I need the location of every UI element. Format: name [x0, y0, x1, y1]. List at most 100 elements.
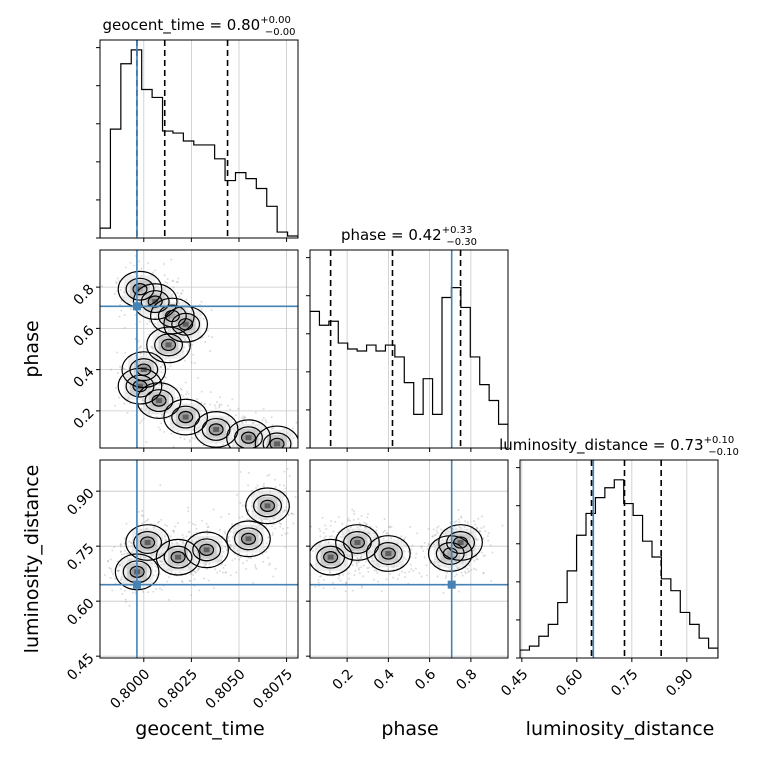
sample-point — [111, 589, 114, 592]
sample-point — [191, 436, 194, 439]
sample-point — [120, 309, 123, 312]
sample-point — [160, 518, 163, 521]
sample-point — [436, 532, 439, 535]
sample-point — [138, 320, 141, 323]
sample-point — [272, 575, 275, 578]
sample-point — [163, 274, 166, 277]
sample-point — [473, 559, 476, 562]
sample-point — [501, 524, 504, 527]
sample-point — [255, 487, 258, 490]
sample-point — [367, 513, 370, 516]
sample-point — [410, 568, 413, 571]
sample-point — [180, 572, 183, 575]
sample-point — [180, 291, 183, 294]
sample-point — [198, 589, 201, 592]
sample-point — [151, 346, 154, 349]
sample-point — [231, 522, 234, 525]
contour-line — [155, 538, 201, 576]
sample-point — [255, 567, 258, 570]
sample-point — [312, 564, 315, 567]
sample-point — [247, 471, 250, 474]
sample-point — [196, 398, 199, 401]
sample-point — [244, 421, 247, 424]
sample-point — [251, 421, 254, 424]
sample-point — [235, 571, 238, 574]
sample-point — [420, 546, 423, 549]
panel-border — [99, 249, 299, 449]
contour-line — [269, 437, 285, 448]
sample-point — [310, 525, 313, 528]
sample-point — [261, 553, 264, 556]
sample-point — [223, 530, 226, 533]
sample-point — [119, 550, 122, 553]
sample-point — [153, 562, 156, 565]
sample-point — [160, 563, 163, 566]
sample-point — [156, 285, 159, 288]
sample-point — [425, 564, 428, 567]
sample-point — [407, 550, 410, 553]
sample-point — [360, 586, 363, 589]
sample-point — [271, 532, 274, 535]
sample-point — [128, 604, 131, 607]
contour-line — [226, 520, 271, 558]
sample-point — [177, 396, 180, 399]
sample-point — [152, 574, 155, 577]
sample-point — [120, 300, 123, 303]
sample-point — [457, 567, 460, 570]
sample-point — [319, 529, 322, 532]
sample-point — [184, 338, 187, 341]
sample-point — [283, 470, 286, 473]
sample-point — [317, 579, 320, 582]
sample-point — [460, 516, 463, 519]
sample-point — [389, 572, 392, 575]
sample-point — [192, 353, 195, 356]
sample-point — [242, 415, 245, 418]
sample-point — [292, 513, 295, 516]
contour-line — [163, 545, 193, 569]
contour-line — [365, 535, 411, 572]
sample-point — [448, 569, 451, 572]
sample-point — [222, 566, 225, 569]
sample-point — [432, 528, 435, 531]
sample-point — [383, 529, 386, 532]
sample-point — [388, 525, 391, 528]
sample-point — [160, 560, 163, 563]
sample-point — [192, 573, 195, 576]
sample-point — [400, 535, 403, 538]
contour-line — [234, 426, 263, 448]
sample-point — [125, 600, 128, 603]
sample-point — [170, 295, 173, 298]
contour-line — [117, 367, 163, 405]
sample-point — [254, 411, 257, 414]
sample-point — [148, 320, 151, 323]
sample-point — [357, 568, 360, 571]
sample-point — [124, 266, 127, 269]
sample-point — [170, 432, 173, 435]
sample-point — [442, 533, 445, 536]
sample-point — [116, 560, 119, 563]
sample-point — [119, 303, 122, 306]
sample-point — [180, 293, 183, 296]
sample-point — [436, 575, 439, 578]
histogram-geocent_time — [100, 49, 298, 238]
sample-point — [200, 300, 203, 303]
sample-point — [286, 532, 289, 535]
density-cell — [245, 435, 252, 441]
sample-point — [420, 544, 423, 547]
sample-point — [427, 527, 430, 530]
sample-point — [403, 576, 406, 579]
sample-point — [283, 509, 286, 512]
sample-point — [351, 564, 354, 567]
sample-point — [168, 576, 171, 579]
sample-point — [368, 566, 371, 569]
sample-point — [164, 539, 167, 542]
sample-point — [416, 532, 419, 535]
sample-point — [145, 519, 148, 522]
sample-point — [187, 531, 190, 534]
sample-point — [191, 522, 194, 525]
sample-point — [181, 534, 184, 537]
sample-point — [128, 540, 131, 543]
sample-point — [345, 581, 348, 584]
sample-point — [144, 347, 147, 350]
